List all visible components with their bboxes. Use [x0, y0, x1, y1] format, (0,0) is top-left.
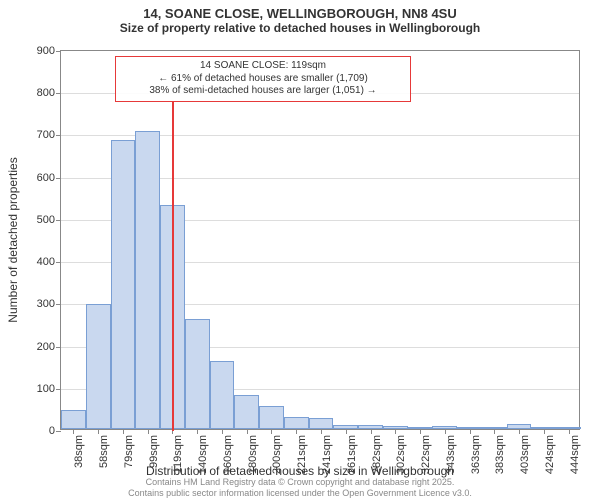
- histogram-bar: [111, 140, 136, 429]
- x-tick-mark: [371, 429, 372, 434]
- x-tick-mark: [544, 429, 545, 434]
- annotation-box: 14 SOANE CLOSE: 119sqm ← 61% of detached…: [115, 56, 411, 102]
- y-axis-label: Number of detached properties: [6, 157, 20, 322]
- x-tick-mark: [296, 429, 297, 434]
- footer-line1: Contains HM Land Registry data © Crown c…: [0, 477, 600, 487]
- x-tick-mark: [395, 429, 396, 434]
- marker-line: [172, 102, 174, 431]
- x-tick-mark: [271, 429, 272, 434]
- footer-line2: Contains public sector information licen…: [0, 488, 600, 498]
- y-tick-mark: [56, 178, 61, 179]
- x-tick-mark: [321, 429, 322, 434]
- histogram-bar: [284, 417, 309, 429]
- x-tick-mark: [346, 429, 347, 434]
- histogram-bar: [185, 319, 210, 429]
- y-tick-mark: [56, 347, 61, 348]
- x-tick-mark: [470, 429, 471, 434]
- footer-credit: Contains HM Land Registry data © Crown c…: [0, 477, 600, 498]
- y-tick-mark: [56, 220, 61, 221]
- annotation-line1: 14 SOANE CLOSE: 119sqm: [122, 60, 404, 73]
- x-tick-mark: [222, 429, 223, 434]
- x-tick-mark: [123, 429, 124, 434]
- x-tick-mark: [519, 429, 520, 434]
- histogram-bar: [309, 418, 334, 429]
- annotation-line2: ← 61% of detached houses are smaller (1,…: [122, 73, 404, 86]
- x-tick-mark: [148, 429, 149, 434]
- x-axis-label: Distribution of detached houses by size …: [0, 464, 600, 478]
- plot-area: 010020030040050060070080090038sqm58sqm79…: [60, 50, 580, 430]
- chart-container: 14, SOANE CLOSE, WELLINGBOROUGH, NN8 4SU…: [0, 0, 600, 500]
- y-tick-mark: [56, 431, 61, 432]
- x-tick-mark: [420, 429, 421, 434]
- histogram-bar: [234, 395, 259, 429]
- x-tick-mark: [98, 429, 99, 434]
- chart-title-sub: Size of property relative to detached ho…: [0, 21, 600, 39]
- x-tick-mark: [73, 429, 74, 434]
- x-tick-mark: [197, 429, 198, 434]
- x-tick-mark: [247, 429, 248, 434]
- histogram-bar: [259, 406, 284, 429]
- x-tick-mark: [494, 429, 495, 434]
- x-tick-mark: [569, 429, 570, 434]
- histogram-bar: [135, 131, 160, 429]
- y-tick-mark: [56, 93, 61, 94]
- histogram-bar: [210, 361, 235, 429]
- y-tick-mark: [56, 51, 61, 52]
- y-tick-mark: [56, 389, 61, 390]
- histogram-bar: [61, 410, 86, 429]
- x-tick-mark: [445, 429, 446, 434]
- histogram-bar: [86, 304, 111, 429]
- y-axis-label-text: Number of detached properties: [6, 157, 20, 322]
- y-tick-mark: [56, 135, 61, 136]
- y-tick-mark: [56, 304, 61, 305]
- annotation-line3: 38% of semi-detached houses are larger (…: [122, 85, 404, 98]
- chart-title-main: 14, SOANE CLOSE, WELLINGBOROUGH, NN8 4SU: [0, 0, 600, 21]
- y-tick-mark: [56, 262, 61, 263]
